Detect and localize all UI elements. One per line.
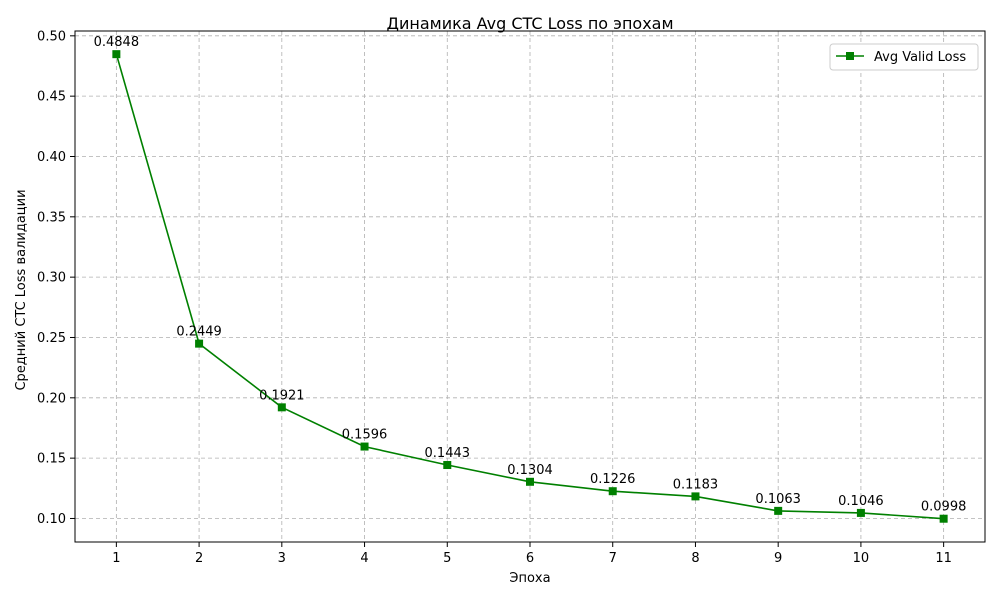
legend-entry-label: Avg Valid Loss bbox=[874, 50, 966, 65]
data-point bbox=[526, 477, 534, 486]
data-point bbox=[443, 461, 452, 470]
data-label: 0.1226 bbox=[590, 472, 636, 487]
data-point bbox=[195, 339, 204, 348]
data-label: 0.1596 bbox=[342, 428, 388, 443]
data-labels: 0.4848 0.2449 0.1921 0.1596 0.1443 0.1304 0.12… bbox=[94, 35, 967, 515]
data-label: 0.1304 bbox=[507, 463, 553, 478]
data-label: 0.2449 bbox=[176, 325, 222, 340]
data-point bbox=[360, 442, 369, 451]
x-tick-label: 7 bbox=[609, 551, 617, 566]
y-tick-label: 0.25 bbox=[37, 331, 66, 346]
y-tick-label: 0.50 bbox=[37, 29, 66, 44]
plot-frame bbox=[74, 30, 986, 543]
x-tick-label: 4 bbox=[360, 551, 368, 566]
legend-box bbox=[829, 43, 979, 71]
x-tick-label: 3 bbox=[278, 551, 286, 566]
data-point bbox=[608, 487, 617, 496]
x-tick-label: 1 bbox=[112, 551, 120, 566]
axis-ticks: 1 2 3 4 5 6 7 8 9 10 11 0.10 0.15 0.20 0.25 0.30 0.35 0.4… bbox=[37, 29, 952, 566]
x-tick-label: 2 bbox=[195, 551, 203, 566]
x-tick-label: 6 bbox=[526, 551, 534, 566]
data-point bbox=[856, 508, 865, 517]
data-label: 0.1046 bbox=[838, 494, 884, 509]
x-tick-label: 10 bbox=[853, 551, 870, 566]
y-tick-label: 0.40 bbox=[37, 150, 66, 165]
data-label: 0.0998 bbox=[921, 500, 967, 515]
x-tick-label: 11 bbox=[935, 551, 952, 566]
legend: Avg Valid Loss bbox=[829, 43, 979, 71]
data-point bbox=[112, 50, 121, 59]
legend-marker bbox=[846, 52, 854, 60]
y-tick-label: 0.10 bbox=[37, 512, 66, 527]
data-point bbox=[774, 506, 783, 515]
data-point bbox=[939, 514, 948, 523]
data-label: 0.1063 bbox=[755, 492, 801, 507]
y-tick-label: 0.45 bbox=[37, 90, 66, 105]
grid bbox=[75, 31, 985, 542]
y-tick-label: 0.15 bbox=[37, 452, 66, 467]
x-tick-label: 8 bbox=[691, 551, 699, 566]
x-axis-label: Эпоха bbox=[509, 571, 550, 586]
x-tick-label: 9 bbox=[774, 551, 782, 566]
y-tick-label: 0.20 bbox=[37, 391, 66, 406]
y-tick-label: 0.35 bbox=[37, 210, 66, 225]
data-point bbox=[691, 492, 700, 501]
x-tick-label: 5 bbox=[443, 551, 451, 566]
data-label: 0.1921 bbox=[259, 388, 305, 403]
y-axis-label: Средний CTC Loss валидации bbox=[14, 189, 29, 390]
data-point bbox=[277, 403, 286, 412]
data-label: 0.1183 bbox=[673, 477, 719, 492]
series-layer bbox=[112, 50, 948, 523]
y-tick-label: 0.30 bbox=[37, 271, 66, 286]
data-label: 0.4848 bbox=[94, 35, 140, 50]
chart-title: Динамика Avg CTC Loss по эпохам bbox=[386, 14, 673, 33]
data-label: 0.1443 bbox=[425, 446, 471, 461]
